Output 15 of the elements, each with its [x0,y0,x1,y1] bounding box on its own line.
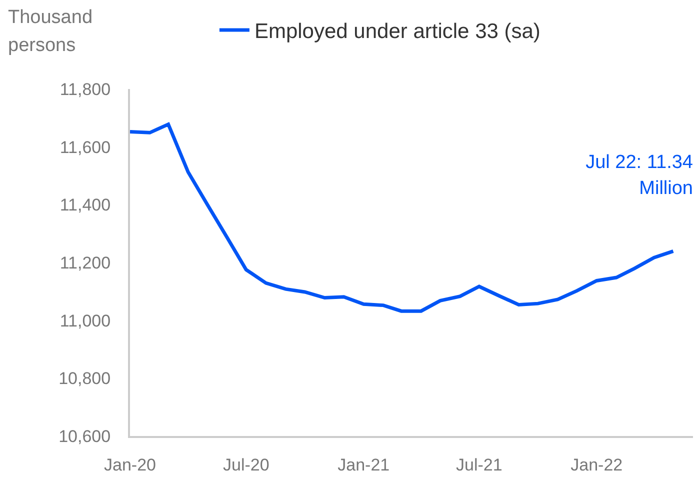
y-tick-label: 11,800 [60,80,111,99]
x-tick-label: Jul-21 [456,455,502,474]
x-tick-label: Jan-21 [338,455,390,474]
y-tick-label: 10,600 [58,426,111,446]
y-tick-label: 10,800 [58,369,111,388]
y-tick-label: 11,000 [60,311,111,330]
y-tick-label: 11,200 [60,253,111,272]
y-tick-label: 11,600 [60,138,111,157]
legend-label: Employed under article 33 (sa) [254,20,540,44]
x-tick-label: Jul-20 [223,455,270,474]
x-tick-label: Jan-20 [104,455,156,474]
y-tick-label: 11,400 [60,196,111,215]
annotation: Jul 22: 11.34 Million [584,151,693,201]
x-tick-label: Jan-22 [570,455,623,474]
y-axis-title: Thousand persons [8,6,94,58]
